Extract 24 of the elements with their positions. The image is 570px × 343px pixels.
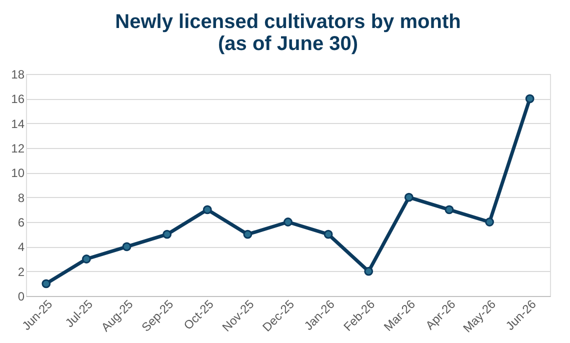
point xyxy=(364,266,374,276)
chart-title: Newly licensed cultivators by month (as of June 30) xyxy=(115,11,461,55)
point xyxy=(485,218,494,226)
y-tick-label: 18 xyxy=(11,68,25,82)
y-tick-label: 4 xyxy=(18,240,25,254)
point xyxy=(162,230,172,239)
point xyxy=(404,192,414,202)
point xyxy=(243,230,252,239)
y-tick-label: 10 xyxy=(11,166,25,180)
y-tick-label: 0 xyxy=(18,290,25,304)
y-tick-label: 8 xyxy=(18,190,25,205)
point xyxy=(324,230,333,239)
y-tick-label: 12 xyxy=(11,142,25,156)
point xyxy=(284,218,292,226)
point xyxy=(202,205,212,214)
y-tick-label: 14 xyxy=(11,116,25,131)
y-tick-label: 16 xyxy=(11,92,25,106)
y-tick-label: 2 xyxy=(18,264,25,279)
point xyxy=(122,242,132,252)
y-tick-label: 6 xyxy=(18,216,25,230)
point xyxy=(42,279,51,288)
point xyxy=(82,254,91,264)
point xyxy=(525,94,534,104)
point xyxy=(444,205,454,214)
